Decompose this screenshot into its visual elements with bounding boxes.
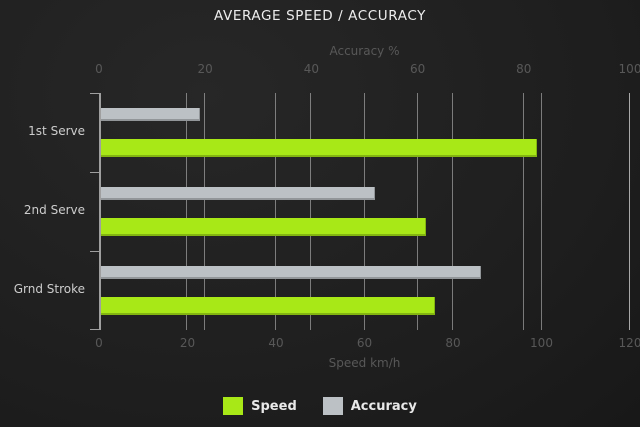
accuracy-bar (101, 187, 376, 200)
category-label: 2nd Serve (23, 203, 85, 217)
bottom-gridline (274, 93, 276, 330)
bottom-tick-label: 0 (95, 336, 103, 350)
top-tick-label: 80 (516, 62, 532, 76)
top-tick-label: 60 (409, 62, 426, 76)
top-tick-label: 100 (618, 62, 640, 76)
chart-title: AVERAGE SPEED / ACCURACY (214, 8, 426, 24)
category-boundary-tick (90, 250, 99, 252)
top-gridline (522, 93, 524, 330)
bottom-tick-label: 20 (179, 336, 196, 350)
bottom-axis-ticks: 0 20 40 60 80 100 120 (95, 336, 640, 351)
top-tick-label: 40 (303, 62, 320, 76)
bottom-tick-label: 60 (356, 336, 373, 350)
bottom-tick-label: 100 (530, 336, 553, 350)
category-boundary-tick (90, 329, 99, 330)
bottom-gridline (186, 93, 188, 330)
top-tick-label: 20 (197, 62, 213, 76)
bottom-tick-label: 80 (445, 336, 461, 350)
bottom-gridline (363, 93, 365, 330)
bottom-gridline (629, 93, 630, 330)
speed-bar (101, 139, 538, 157)
speed-swatch-icon (223, 397, 244, 415)
legend-item-speed: Speed (223, 397, 297, 415)
top-axis-title: Accuracy % (329, 44, 400, 58)
bottom-tick-label: 120 (618, 336, 640, 350)
bottom-axis-title: Speed km/h (328, 356, 401, 370)
accuracy-bar (101, 266, 482, 279)
plot-area (90, 93, 630, 330)
bottom-gridline (451, 93, 453, 330)
legend-label: Accuracy (350, 398, 417, 414)
category-boundary-tick (90, 93, 99, 94)
category-label: Grnd Stroke (13, 282, 85, 296)
accuracy-swatch-icon (322, 397, 343, 415)
legend-label: Speed (251, 398, 297, 414)
top-axis-ticks: 0 20 40 60 80 100 (95, 62, 640, 77)
bottom-gridline (540, 93, 542, 330)
legend-item-accuracy: Accuracy (322, 397, 417, 415)
top-gridline (416, 93, 418, 330)
legend: Speed Accuracy (0, 397, 640, 415)
speed-bar (101, 218, 427, 236)
category-label: 1st Serve (28, 124, 85, 138)
category-boundary-tick (90, 171, 99, 173)
top-gridline (310, 93, 312, 330)
top-tick-label: 0 (95, 62, 103, 76)
bottom-tick-label: 40 (268, 336, 284, 350)
speed-bar (101, 297, 436, 315)
top-gridline (204, 93, 206, 330)
y-axis-line (99, 93, 101, 330)
accuracy-bar (101, 108, 200, 121)
